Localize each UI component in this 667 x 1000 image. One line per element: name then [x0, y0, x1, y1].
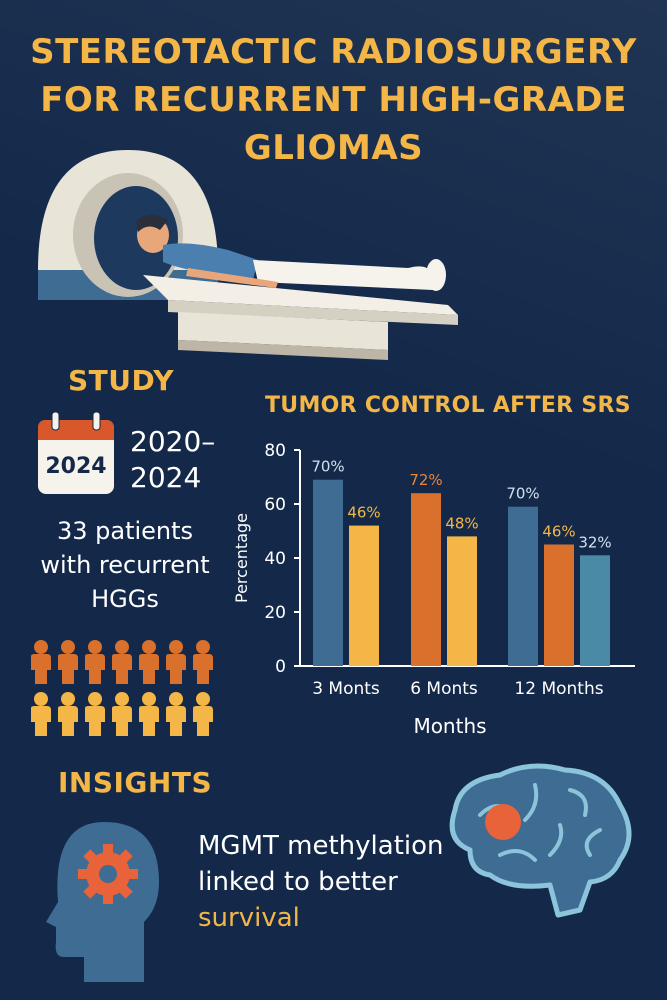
calendar-year: 2024	[45, 454, 107, 479]
bar	[580, 555, 610, 666]
person-icon	[85, 640, 105, 684]
mri-scanner-icon	[38, 150, 458, 360]
chart-title: TUMOR CONTROL AFTER SRS	[265, 393, 631, 418]
x-axis-label: Months	[413, 714, 486, 738]
y-tick-label: 40	[264, 549, 286, 569]
bar-data-label: 46%	[347, 504, 380, 522]
person-icon	[58, 692, 78, 736]
person-icon	[112, 640, 132, 684]
bar	[313, 479, 343, 666]
bar	[411, 493, 441, 666]
bar	[447, 536, 477, 666]
patients-line-2: with recurrent	[40, 551, 210, 579]
title-line-2: FOR RECURRENT HIGH-GRADE	[40, 80, 627, 120]
person-icon	[139, 692, 159, 736]
calendar-icon: 2024	[36, 410, 116, 496]
person-icon	[166, 692, 186, 736]
insight-line-3: survival	[198, 903, 300, 933]
person-icon	[58, 640, 78, 684]
head-gear-icon	[46, 822, 159, 982]
bar-data-label: 70%	[506, 485, 539, 503]
title-line-3: GLIOMAS	[243, 128, 424, 168]
insight-text: MGMT methylation linked to better surviv…	[198, 828, 444, 936]
patients-line-3: HGGs	[91, 585, 159, 613]
insight-line-2: linked to better	[198, 867, 398, 897]
title-line-1: STEREOTACTIC RADIOSURGERY	[30, 32, 637, 72]
person-icon	[31, 692, 51, 736]
bar-chart: 0 20 40 60 80 Percentage Months 70% 46% 3 Monts 72…	[232, 441, 635, 738]
page-title: STEREOTACTIC RADIOSURGERY FOR RECURRENT …	[20, 28, 647, 172]
study-years: 2020– 2024	[130, 424, 215, 496]
years-line-1: 2020–	[130, 425, 216, 458]
y-tick-label: 20	[264, 603, 286, 623]
years-line-2: 2024	[130, 461, 202, 494]
insights-label: INSIGHTS	[58, 766, 213, 799]
bar	[349, 525, 379, 666]
y-tick-label: 0	[275, 657, 286, 677]
bar	[508, 506, 538, 666]
bar-data-label: 46%	[542, 523, 575, 541]
patients-line-1: 33 patients	[56, 517, 194, 545]
bar-data-label: 32%	[578, 533, 611, 551]
person-icon	[193, 640, 213, 684]
x-tick-label: 6 Monts	[410, 679, 478, 699]
y-axis-label: Percentage	[232, 513, 251, 603]
bar-data-label: 70%	[311, 458, 344, 476]
bar-data-label: 72%	[409, 471, 442, 489]
patients-text: 33 patients with recurrent HGGs	[20, 514, 230, 616]
person-icon	[166, 640, 186, 684]
insight-line-1: MGMT methylation	[198, 831, 444, 861]
people-icon-grid	[31, 640, 213, 736]
y-tick-label: 60	[264, 495, 286, 515]
person-icon	[139, 640, 159, 684]
person-icon	[193, 692, 213, 736]
person-icon	[112, 692, 132, 736]
x-tick-label: 3 Monts	[312, 679, 380, 699]
brain-icon	[449, 763, 632, 918]
y-tick-label: 80	[264, 441, 286, 461]
person-icon	[85, 692, 105, 736]
bar-data-label: 48%	[445, 514, 478, 532]
study-label: STUDY	[68, 364, 174, 397]
person-icon	[31, 640, 51, 684]
x-tick-label: 12 Months	[514, 679, 603, 699]
bar	[544, 544, 574, 666]
